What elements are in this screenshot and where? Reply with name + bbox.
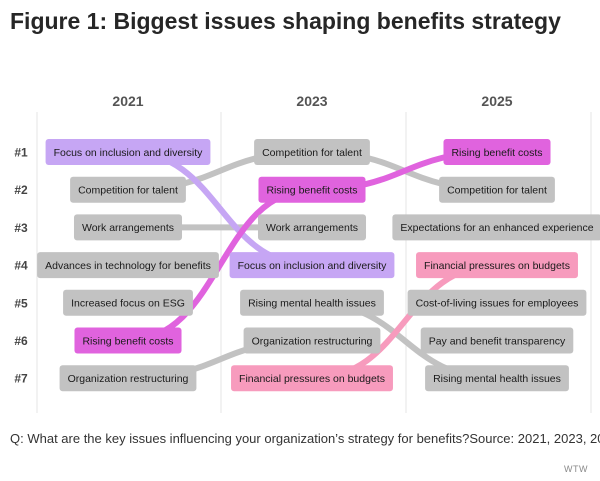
label-2021-work-arrangements: Work arrangements [73,214,183,241]
label-box [439,176,555,203]
label-box [254,139,370,165]
label-box [59,365,197,392]
label-text: Expectations for an enhanced experience [400,222,593,234]
label-2025-financial-pressures-on-budgets: Financial pressures on budgets [416,252,578,279]
rank-label-5: #5 [14,296,28,310]
rank-label-2: #2 [14,183,28,197]
label-box [70,176,186,203]
label-box [37,252,219,279]
label-text: Competition for talent [78,185,178,197]
label-text: Financial pressures on budgets [424,260,570,272]
label-text: Pay and benefit transparency [429,335,566,347]
credit-logo: WTW [564,464,588,474]
rank-label-7: #7 [14,372,28,386]
label-2023-work-arrangements: Work arrangements [257,214,367,241]
label-box [257,214,367,241]
label-2023-organization-restructuring: Organization restructuring [243,327,381,354]
label-text: Advances in technology for benefits [45,260,211,272]
label-box [425,365,569,392]
label-2021-increased-focus-on-esg: Increased focus on ESG [63,289,193,316]
label-box [45,139,211,165]
label-2021-focus-on-inclusion-and-diversity: Focus on inclusion and diversity [45,139,211,165]
rank-label-6: #6 [14,334,28,348]
label-box [258,176,366,203]
year-label-2021: 2021 [112,93,143,109]
footnote: Q: What are the key issues influencing y… [10,431,600,446]
label-2023-financial-pressures-on-budgets: Financial pressures on budgets [231,365,393,392]
label-box [63,289,193,316]
label-2025-rising-mental-health-issues: Rising mental health issues [425,365,569,392]
label-2025-expectations-for-an-enhanced-experience: Expectations for an enhanced experience [392,214,600,241]
label-2021-competition-for-talent: Competition for talent [70,176,186,203]
label-box [407,289,587,316]
grid-lines [36,112,592,413]
rank-label-1: #1 [14,146,28,160]
year-label-2025: 2025 [481,93,512,109]
label-text: Focus on inclusion and diversity [54,147,204,159]
year-label-2023: 2023 [296,93,327,109]
label-box [229,252,395,279]
label-box [73,214,183,241]
label-box [240,289,384,316]
label-box [243,327,381,354]
label-2025-rising-benefit-costs: Rising benefit costs [443,139,551,165]
label-2025-competition-for-talent: Competition for talent [439,176,555,203]
label-text: Focus on inclusion and diversity [238,260,388,272]
label-box [443,139,551,165]
label-2021-organization-restructuring: Organization restructuring [59,365,197,392]
label-text: Work arrangements [82,222,174,234]
label-2021-rising-benefit-costs: Rising benefit costs [74,327,182,354]
label-text: Work arrangements [266,222,358,234]
label-box [231,365,393,392]
label-2025-pay-and-benefit-transparency: Pay and benefit transparency [420,327,574,354]
label-2023-competition-for-talent: Competition for talent [254,139,370,165]
label-text: Competition for talent [262,147,362,159]
label-text: Competition for talent [447,185,547,197]
label-text: Increased focus on ESG [71,298,185,310]
label-text: Organization restructuring [252,335,373,347]
label-text: Rising benefit costs [451,147,542,159]
label-2021-advances-in-technology-for-benefits: Advances in technology for benefits [37,252,219,279]
category-labels: Focus on inclusion and diversity Competit… [37,139,600,392]
label-2023-focus-on-inclusion-and-diversity: Focus on inclusion and diversity [229,252,395,279]
label-text: Rising benefit costs [266,185,357,197]
label-text: Rising mental health issues [433,373,561,385]
label-box [392,214,600,241]
label-2023-rising-benefit-costs: Rising benefit costs [258,176,366,203]
chart-title: Figure 1: Biggest issues shaping benefit… [10,8,561,34]
label-2023-rising-mental-health-issues: Rising mental health issues [240,289,384,316]
label-box [416,252,578,279]
label-text: Organization restructuring [68,373,189,385]
axis-labels: 2021 2023 2025 #1 #2 #3 #4 #5 #6 #7 [14,93,512,386]
label-text: Financial pressures on budgets [239,373,385,385]
label-text: Rising benefit costs [82,335,173,347]
label-2025-cost-of-living-issues-for-employees: Cost-of-living issues for employees [407,289,587,316]
rank-label-4: #4 [14,259,28,273]
label-box [420,327,574,354]
rank-label-3: #3 [14,221,28,235]
label-box [74,327,182,354]
line-financial-pressures-on-budgets-1-2 [309,262,500,382]
label-text: Rising mental health issues [248,298,376,310]
label-text: Cost-of-living issues for employees [416,298,579,310]
